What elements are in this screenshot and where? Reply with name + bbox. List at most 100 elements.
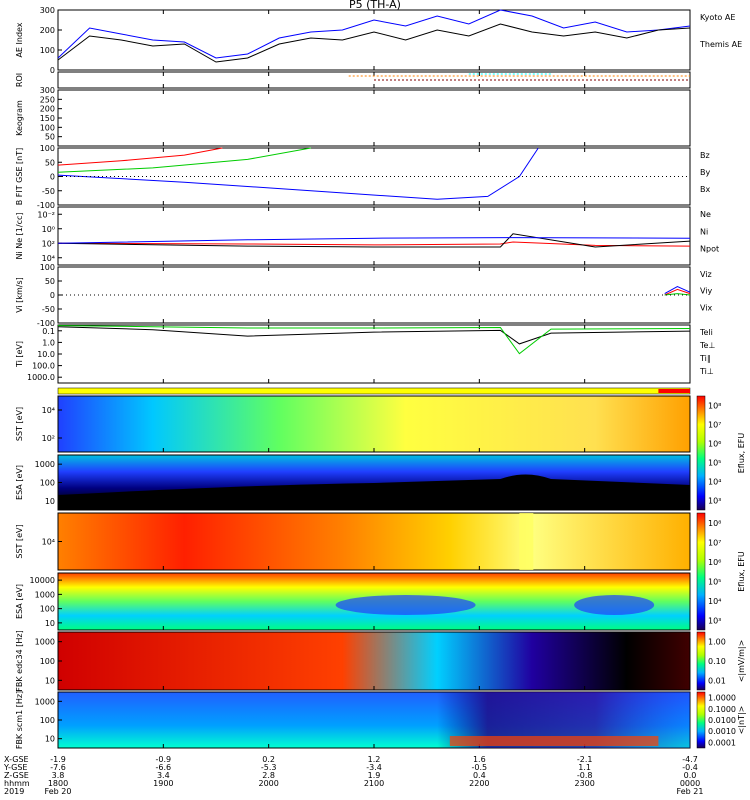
colorbar-tick-eflux: 10⁸ <box>708 402 721 411</box>
ytick-label-fbk-e: 10 <box>45 676 55 685</box>
mode-bar <box>57 387 691 395</box>
series-line-velocity-0 <box>664 288 691 296</box>
colorbar-label-eflux2: Eflux, EFU <box>737 551 746 592</box>
ytick-label-temperature: 1000.0 <box>27 373 55 382</box>
ytick-label-bfield: -100 <box>37 201 55 210</box>
ylabel-keogram: Keogram <box>15 100 24 136</box>
series-line-density-2 <box>57 237 691 244</box>
ytick-label-fbk-e: 100 <box>40 657 55 666</box>
time-axis-value: -0.5 <box>472 763 488 772</box>
ytick-label-fbk-b: 10 <box>45 735 55 744</box>
time-axis-value: 2200 <box>469 779 489 788</box>
ylabel-ae: AE Index <box>15 22 24 57</box>
colorbar-tick-fbk_e: 1.00 <box>708 638 726 647</box>
time-axis-value: -1.9 <box>50 755 66 764</box>
ytick-label-esa-i: 10 <box>45 619 55 628</box>
ytick-label-keogram: 100 <box>40 123 55 132</box>
plot-title: P5 (TH-A) <box>349 0 401 11</box>
legend-velocity-2: Vix <box>700 303 713 312</box>
series-line-temperature-0 <box>57 326 691 345</box>
legend-density-2: Npot <box>700 245 719 254</box>
colorbar-label-eflux: Eflux, EFU <box>737 433 746 474</box>
series-line-bfield-0 <box>57 147 223 166</box>
ytick-label-ae: 0 <box>50 66 55 75</box>
ylabel-esa-i: ESA [eV] <box>15 584 24 619</box>
series-line-bfield-2 <box>57 147 539 200</box>
colorbar-fbk_b <box>696 691 706 749</box>
colorbar-tick-eflux2: 10⁷ <box>708 538 721 547</box>
ytick-label-sst-e: 10² <box>42 434 55 443</box>
colorbar-tick-eflux: 10⁴ <box>708 478 721 487</box>
colorbar-eflux <box>696 395 706 511</box>
time-axis-value: -3.4 <box>366 763 382 772</box>
time-axis-value: 1.9 <box>368 771 381 780</box>
colorbar-tick-fbk_e: 0.10 <box>708 657 726 666</box>
time-axis-row-label: hhmm <box>4 779 30 788</box>
ytick-label-velocity: -100 <box>37 319 55 328</box>
spectrogram-sst-e <box>58 396 690 452</box>
time-axis-value: -0.4 <box>682 763 698 772</box>
ytick-label-esa-i: 10000 <box>30 576 55 585</box>
legend-bfield-0: Bz <box>700 151 710 160</box>
time-axis-value: -5.3 <box>261 763 277 772</box>
time-axis-row-label: X-GSE <box>4 755 29 764</box>
ylabel-velocity: Vi [km/s] <box>15 277 24 313</box>
legend-velocity-1: Viy <box>700 287 713 296</box>
legend-temperature-0: Teli <box>699 328 713 337</box>
series-line-density-1 <box>57 233 691 248</box>
ytick-label-temperature: 1.0 <box>42 338 55 347</box>
ytick-label-sst-e: 10⁴ <box>42 406 55 415</box>
colorbar-fbk_e <box>696 631 706 691</box>
ytick-label-fbk-b: 1000 <box>35 697 55 706</box>
panel-frame-keogram <box>57 89 691 147</box>
fbk-b-lowband <box>449 736 659 746</box>
legend-velocity-0: Viz <box>700 270 712 279</box>
ylabel-roi: ROI <box>15 73 24 87</box>
series-line-ae-1 <box>57 23 691 63</box>
ytick-label-bfield: 100 <box>40 144 55 153</box>
colorbar-tick-fbk_b: 0.0001 <box>708 738 736 747</box>
time-axis-row-label: Y-GSE <box>3 763 27 772</box>
ytick-label-esa-e: 1000 <box>35 460 55 469</box>
time-axis-value: 1.1 <box>578 763 591 772</box>
legend-temperature-1: Te⊥ <box>699 341 715 350</box>
time-axis-value: -7.6 <box>50 763 66 772</box>
ytick-label-ae: 100 <box>40 46 55 55</box>
ytick-label-bfield: 0 <box>50 173 55 182</box>
ytick-label-velocity: 100 <box>40 263 55 272</box>
colorbar-tick-eflux2: 10⁸ <box>708 519 721 528</box>
time-axis-value: 3.4 <box>157 771 170 780</box>
esa-e-noise-floor <box>58 474 690 510</box>
series-line-density-0 <box>57 241 691 247</box>
colorbar-tick-fbk_e: 0.01 <box>708 676 726 685</box>
time-axis-value: 0.4 <box>473 771 486 780</box>
colorbar-tick-eflux: 10⁵ <box>708 459 721 468</box>
legend-ae-0: Kyoto AE <box>700 13 735 22</box>
series-line-bfield-1 <box>57 147 311 173</box>
ytick-label-sst-i: 10⁴ <box>42 538 55 547</box>
ytick-label-temperature: 100.0 <box>32 362 55 371</box>
ylabel-temperature: Ti [eV] <box>15 341 24 368</box>
ytick-label-temperature: 10.0 <box>37 350 55 359</box>
ylabel-esa-e: ESA [eV] <box>15 465 24 500</box>
series-line-ae-0 <box>57 9 691 59</box>
panel-frame-temperature <box>57 324 691 384</box>
ytick-label-velocity: 50 <box>45 277 55 286</box>
time-axis-value: 2100 <box>364 779 384 788</box>
legend-temperature-2: Ti∥ <box>699 354 711 363</box>
time-axis-row-label: 2019 <box>4 787 24 796</box>
ytick-label-ae: 200 <box>40 26 55 35</box>
ytick-label-keogram: 300 <box>40 86 55 95</box>
colorbar-label-fbk_b: <|nT|> <box>737 706 746 735</box>
colorbar-tick-fbk_b: 1.0000 <box>708 694 736 703</box>
legend-density-0: Ne <box>700 210 711 219</box>
ytick-label-keogram: 50 <box>45 133 55 142</box>
legend-bfield-1: By <box>700 168 710 177</box>
time-axis-value: -6.6 <box>156 763 172 772</box>
spectrogram-sst-i <box>58 513 690 570</box>
series-line-velocity-2 <box>664 286 691 295</box>
sst-i-stripe <box>519 513 534 570</box>
time-axis-value: 1900 <box>153 779 173 788</box>
mode-bar-burst <box>658 389 690 393</box>
